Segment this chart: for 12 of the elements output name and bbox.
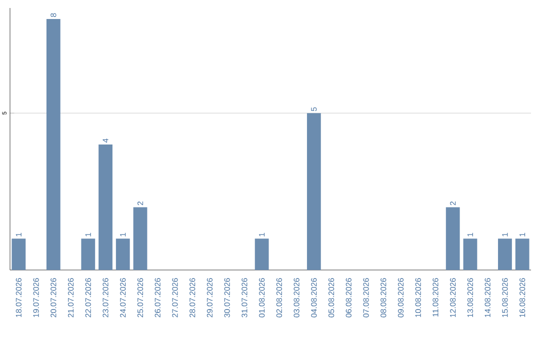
bar: [306, 113, 321, 270]
bar: [133, 207, 148, 270]
bar: [116, 238, 130, 270]
bar: [254, 238, 269, 270]
bar: [46, 18, 60, 270]
bar: [12, 238, 26, 270]
bar: [498, 238, 512, 270]
bar: [81, 238, 96, 270]
bar: [446, 207, 460, 270]
bar: [515, 238, 530, 270]
bar: [463, 238, 478, 270]
bar: [98, 144, 112, 270]
